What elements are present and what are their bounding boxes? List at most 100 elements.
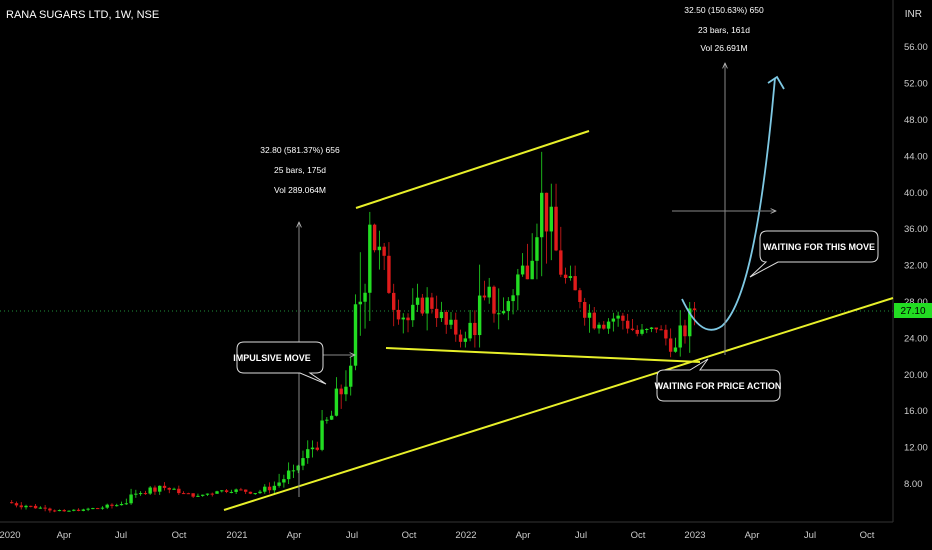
candle-body	[258, 491, 262, 494]
time-tick-label: Jul	[115, 530, 127, 541]
time-tick-label: Apr	[57, 530, 72, 541]
candle-body	[167, 487, 171, 490]
candle-body	[482, 295, 487, 298]
candle-body	[239, 489, 243, 491]
candle-body	[492, 286, 496, 314]
time-tick-label: Oct	[402, 530, 417, 541]
candle-body	[692, 308, 697, 311]
candle-body	[377, 246, 382, 251]
candle-body	[458, 334, 463, 342]
candle-body	[530, 260, 534, 280]
candle-body	[38, 507, 43, 509]
candle-body	[320, 420, 324, 450]
candle-body	[86, 508, 90, 510]
candle-body	[315, 447, 319, 450]
time-tick-label: 2022	[455, 530, 476, 541]
candle-body	[158, 485, 162, 492]
candle-body	[549, 206, 553, 232]
candle-body	[306, 449, 310, 459]
callout-waiting-move[interactable]: WAITING FOR THIS MOVE	[749, 230, 879, 278]
candle-body	[525, 265, 530, 280]
candle-body	[606, 321, 611, 329]
candle-body	[535, 237, 539, 261]
callout-waiting-price-text: WAITING FOR PRICE ACTION	[655, 381, 782, 391]
candle-body	[678, 325, 682, 348]
candle-body	[334, 388, 339, 416]
candle-body	[329, 415, 334, 420]
time-axis[interactable]: 2020 Apr Jul Oct 2021 Apr Jul Oct 2022 Apr Jul Oct 2…	[0, 530, 875, 541]
candle-body	[673, 347, 678, 352]
candle-body	[248, 491, 253, 494]
currency-label: INR	[904, 9, 922, 20]
time-tick-label: Jul	[575, 530, 587, 541]
price-tick-label: 56.00	[904, 42, 928, 53]
candle-body	[420, 297, 425, 314]
candle-body	[205, 493, 210, 495]
candle-body	[559, 250, 563, 275]
candle-body	[382, 246, 386, 256]
candle-body	[286, 470, 291, 480]
candle-body	[110, 504, 114, 506]
candle-body	[630, 328, 635, 330]
candle-body	[645, 328, 649, 330]
time-tick-label: Jul	[804, 530, 816, 541]
candle-body	[191, 493, 195, 497]
candle-body	[583, 302, 587, 318]
time-tick-label: 2020	[0, 530, 21, 541]
candle-body	[520, 265, 525, 275]
candle-body	[277, 482, 281, 486]
price-tick-label: 28.00	[904, 297, 928, 308]
candle-body	[659, 329, 663, 331]
candle-body	[134, 493, 138, 495]
price-tick-label: 16.00	[904, 406, 928, 417]
price-axis[interactable]: 56.00 52.00 48.00 44.00 40.00 36.00 32.00 28.00…	[904, 42, 928, 490]
candle-body	[568, 276, 573, 278]
candle-body	[439, 311, 444, 319]
candle-body	[229, 491, 234, 493]
candle-body	[635, 329, 639, 334]
candle-body	[210, 493, 214, 495]
candle-body	[506, 301, 510, 312]
candle-body	[129, 494, 133, 504]
candle-body	[368, 224, 372, 293]
time-tick-label: 2021	[226, 530, 247, 541]
candle-body	[487, 286, 491, 298]
candle-body	[497, 313, 501, 315]
callout-waiting-move-text: WAITING FOR THIS MOVE	[763, 242, 875, 252]
candle-body	[649, 327, 654, 329]
measure-1-line1: 32.80 (581.37%) 656	[260, 145, 340, 155]
price-tick-label: 32.00	[904, 261, 928, 272]
measure-2-line3: Vol 26.691M	[700, 43, 747, 53]
candle-body	[411, 304, 415, 321]
candle-body	[115, 505, 119, 507]
candle-body	[664, 329, 668, 339]
candle-body	[358, 301, 362, 305]
candle-body	[501, 311, 506, 314]
callout-impulsive-move[interactable]: IMPULSIVE MOVE	[233, 341, 327, 385]
symbol-title[interactable]: RANA SUGARS LTD, 1W, NSE	[6, 9, 160, 21]
candle-body	[162, 485, 167, 488]
candle-body	[263, 486, 267, 492]
measure-2-line2: 23 bars, 161d	[698, 25, 750, 35]
candle-body	[33, 505, 38, 509]
candle-body	[100, 507, 105, 509]
current-price-label: 27.10	[900, 306, 925, 317]
time-tick-label: Apr	[516, 530, 531, 541]
candle-body	[406, 317, 410, 321]
candle-body	[516, 274, 520, 296]
callout-waiting-price[interactable]: WAITING FOR PRICE ACTION	[655, 358, 782, 402]
candle-body	[72, 509, 76, 511]
time-tick-label: Apr	[745, 530, 760, 541]
candle-body	[401, 317, 405, 320]
candle-body	[344, 386, 348, 395]
price-tick-label: 52.00	[904, 79, 928, 90]
candle-body	[91, 508, 95, 510]
candle-body	[67, 510, 71, 512]
time-tick-label: Oct	[860, 530, 875, 541]
candle-body	[177, 488, 181, 494]
candle-body	[449, 319, 453, 325]
measure-2-line1: 32.50 (150.63%) 650	[684, 5, 764, 15]
candle-body	[181, 493, 186, 495]
candle-body	[138, 493, 143, 495]
